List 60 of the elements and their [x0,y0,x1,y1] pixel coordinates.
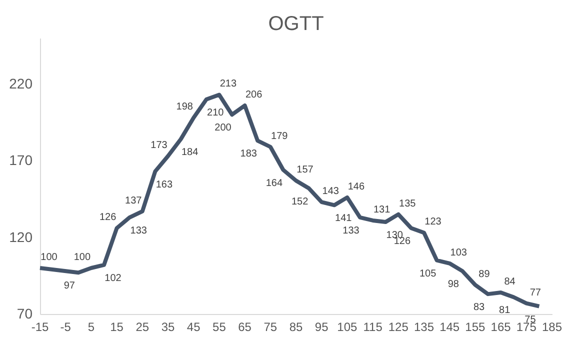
data-label: 123 [424,216,442,228]
data-label: 133 [342,225,360,236]
data-label: 210 [207,107,224,118]
data-label: 179 [271,130,288,142]
data-label: 81 [499,305,511,316]
data-label: 152 [291,196,309,208]
data-label: 184 [181,147,199,158]
x-tick-label: 25 [136,320,150,334]
data-label: 198 [176,102,194,113]
x-tick-label: 85 [289,320,303,334]
y-tick-label: 170 [9,152,33,168]
y-tick-label: 120 [9,228,33,245]
x-tick-label: 75 [264,320,278,334]
x-tick-label: 155 [465,320,486,334]
x-tick-label: 125 [388,320,409,334]
data-label: 137 [125,195,142,206]
x-tick-label: 65 [238,320,252,334]
y-tick-label: 70 [16,306,33,322]
x-tick-label: 145 [440,320,460,334]
data-label: 173 [150,140,168,152]
data-label: 163 [156,179,173,190]
x-tick-label: -5 [60,320,72,334]
data-label: 89 [478,268,490,280]
data-label: 206 [245,89,263,100]
x-tick-label: 55 [212,320,226,334]
x-tick-label: 105 [337,320,358,334]
data-label: 84 [504,276,516,288]
x-tick-label: 5 [88,320,95,334]
data-label: 98 [448,279,460,290]
data-label: 135 [399,198,416,210]
y-tick-label: 220 [9,76,33,92]
x-tick-label: 115 [363,320,383,334]
x-tick-label: 135 [414,320,434,334]
data-label: 157 [296,164,314,176]
x-tick-label: 15 [110,320,124,334]
data-label: 200 [214,122,232,134]
data-label: 103 [450,247,468,258]
x-tick-label: 45 [186,320,201,334]
data-label: 141 [335,213,352,224]
x-tick-label: 35 [161,320,175,334]
data-label: 100 [40,252,58,263]
x-tick-label: -15 [31,320,49,334]
data-label: 131 [373,204,391,216]
data-label: 133 [130,225,148,236]
data-label: 97 [64,280,76,292]
data-label: 100 [74,252,91,263]
data-label: 102 [104,272,122,284]
data-label: 164 [266,178,283,189]
x-tick-label: 165 [490,320,512,334]
data-label: 143 [322,186,340,198]
x-tick-label: 95 [314,320,329,334]
data-label: 77 [530,287,542,298]
data-label: 126 [99,212,117,224]
x-tick-label: 185 [542,320,562,334]
chart-title: OGTT [268,13,324,35]
data-label: 146 [348,181,365,192]
data-label: 105 [419,268,437,280]
data-label: 213 [220,78,237,90]
data-label: 183 [240,148,258,160]
data-label: 83 [473,302,485,314]
